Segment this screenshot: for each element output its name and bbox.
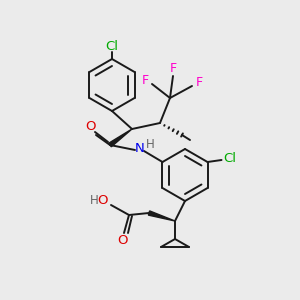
- Text: F: F: [169, 61, 177, 74]
- Text: F: F: [195, 76, 203, 88]
- Text: H: H: [90, 194, 98, 206]
- Text: O: O: [118, 235, 128, 248]
- Text: O: O: [98, 194, 108, 206]
- Text: O: O: [86, 119, 96, 133]
- Polygon shape: [148, 211, 175, 221]
- Text: H: H: [146, 139, 154, 152]
- Text: N: N: [135, 142, 145, 155]
- Polygon shape: [109, 129, 132, 147]
- Text: Cl: Cl: [106, 40, 118, 52]
- Text: Cl: Cl: [223, 152, 236, 166]
- Text: F: F: [141, 74, 148, 86]
